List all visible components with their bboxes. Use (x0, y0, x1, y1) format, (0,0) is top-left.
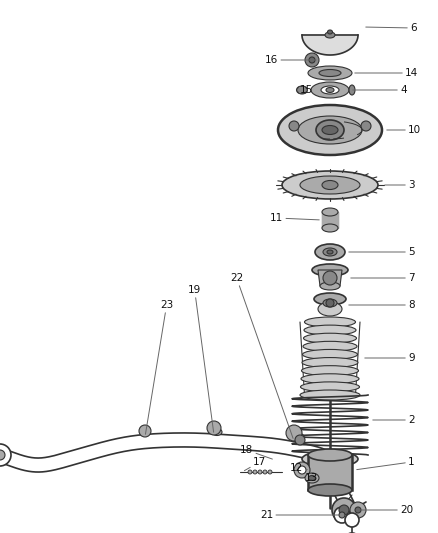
Bar (308, 455, 352, 490)
Text: 22: 22 (230, 273, 293, 438)
Ellipse shape (322, 125, 338, 134)
Ellipse shape (292, 433, 304, 441)
Ellipse shape (248, 470, 252, 474)
Ellipse shape (323, 248, 337, 256)
Circle shape (294, 462, 310, 478)
Circle shape (339, 505, 349, 515)
Ellipse shape (263, 470, 267, 474)
Ellipse shape (268, 470, 272, 474)
Text: 17: 17 (244, 457, 266, 471)
Ellipse shape (305, 473, 319, 483)
Circle shape (309, 57, 315, 63)
Ellipse shape (320, 282, 340, 290)
Circle shape (332, 498, 356, 522)
Circle shape (350, 502, 366, 518)
Text: 23: 23 (145, 300, 173, 434)
Text: 13: 13 (305, 473, 318, 483)
Ellipse shape (312, 264, 348, 276)
Ellipse shape (325, 32, 335, 38)
Circle shape (289, 121, 299, 131)
Ellipse shape (308, 484, 352, 496)
Ellipse shape (278, 105, 382, 155)
Ellipse shape (322, 208, 338, 216)
Ellipse shape (304, 333, 357, 343)
Ellipse shape (319, 69, 341, 77)
Ellipse shape (212, 429, 222, 435)
Text: 14: 14 (355, 68, 418, 78)
Ellipse shape (300, 176, 360, 194)
Ellipse shape (300, 382, 360, 392)
Ellipse shape (303, 350, 357, 359)
Circle shape (345, 513, 359, 527)
Ellipse shape (282, 171, 378, 199)
Ellipse shape (308, 66, 352, 80)
Ellipse shape (300, 390, 360, 400)
Ellipse shape (311, 82, 349, 98)
Polygon shape (318, 270, 342, 286)
Ellipse shape (297, 86, 307, 94)
Text: 1: 1 (357, 457, 415, 470)
Text: 2: 2 (373, 415, 415, 425)
Text: 6: 6 (366, 23, 417, 33)
Ellipse shape (323, 299, 337, 307)
Polygon shape (297, 86, 307, 93)
Ellipse shape (304, 317, 356, 327)
Ellipse shape (327, 250, 333, 254)
Text: 21: 21 (260, 510, 339, 520)
Circle shape (298, 466, 306, 474)
Text: 16: 16 (265, 55, 316, 65)
Text: 20: 20 (361, 505, 413, 515)
Ellipse shape (304, 325, 356, 335)
Circle shape (334, 507, 350, 523)
Ellipse shape (326, 87, 334, 93)
Ellipse shape (303, 341, 357, 351)
Text: 15: 15 (300, 85, 313, 95)
Text: 3: 3 (385, 180, 415, 190)
Circle shape (0, 450, 5, 460)
Circle shape (286, 425, 302, 441)
Circle shape (339, 512, 345, 518)
Ellipse shape (298, 116, 362, 144)
Ellipse shape (328, 30, 332, 34)
Ellipse shape (314, 293, 346, 305)
Ellipse shape (321, 86, 339, 94)
Ellipse shape (301, 374, 359, 384)
Text: 8: 8 (349, 300, 415, 310)
Circle shape (0, 444, 11, 466)
Ellipse shape (316, 120, 344, 140)
Text: 19: 19 (188, 285, 214, 432)
Ellipse shape (315, 244, 345, 260)
Circle shape (323, 271, 337, 285)
Text: 10: 10 (387, 125, 421, 135)
Ellipse shape (302, 358, 358, 368)
Text: 12: 12 (290, 463, 307, 473)
Text: 4: 4 (353, 85, 406, 95)
Polygon shape (322, 212, 338, 228)
Circle shape (355, 507, 361, 513)
Text: 7: 7 (351, 273, 415, 283)
Ellipse shape (308, 475, 315, 481)
Circle shape (139, 425, 151, 437)
Ellipse shape (322, 181, 338, 190)
Circle shape (305, 53, 319, 67)
Ellipse shape (253, 470, 257, 474)
Ellipse shape (322, 224, 338, 232)
Circle shape (295, 435, 305, 445)
Ellipse shape (308, 449, 352, 461)
Ellipse shape (318, 302, 342, 316)
Circle shape (207, 421, 221, 435)
Ellipse shape (302, 451, 358, 467)
Text: 11: 11 (270, 213, 319, 223)
Text: 9: 9 (365, 353, 415, 363)
Ellipse shape (349, 85, 355, 95)
Ellipse shape (258, 470, 262, 474)
Ellipse shape (301, 366, 358, 376)
Circle shape (326, 299, 334, 307)
Polygon shape (302, 35, 358, 55)
Text: 5: 5 (349, 247, 415, 257)
Circle shape (361, 121, 371, 131)
Text: 18: 18 (240, 445, 272, 459)
